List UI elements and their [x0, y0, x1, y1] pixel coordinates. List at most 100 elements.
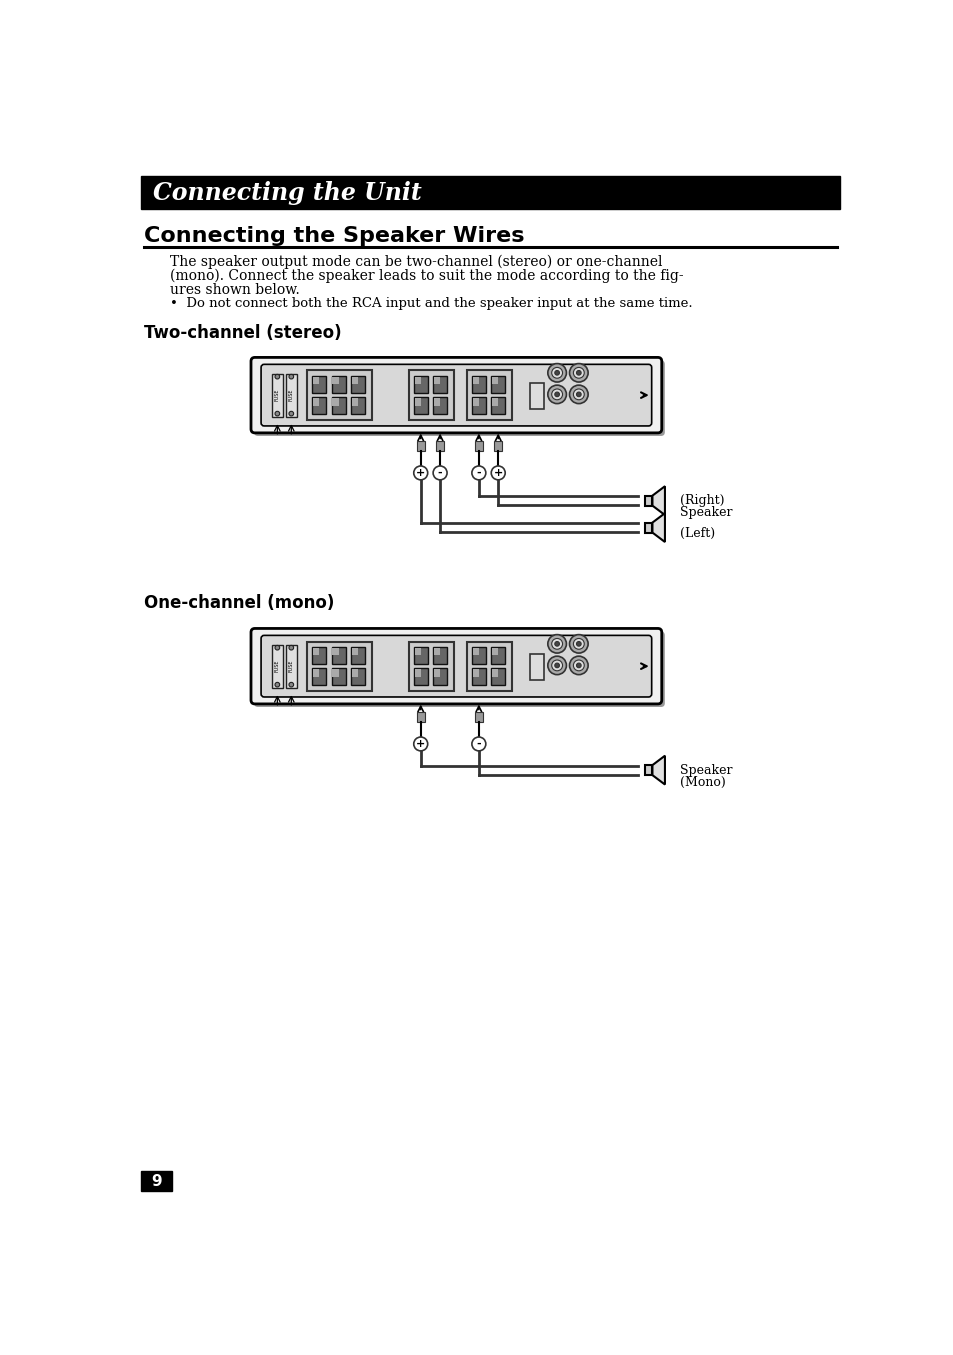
Text: FUSE: FUSE [274, 389, 279, 401]
Text: FUSE: FUSE [274, 660, 279, 672]
Bar [416, 713, 424, 722]
Bar [312, 646, 326, 664]
Circle shape [555, 392, 558, 397]
Circle shape [472, 737, 485, 751]
Bar [492, 648, 497, 656]
Bar [434, 669, 439, 678]
FancyBboxPatch shape [253, 631, 664, 707]
Bar [472, 668, 485, 686]
Text: -: - [437, 467, 442, 478]
Circle shape [472, 466, 485, 480]
Text: -: - [476, 738, 480, 749]
Bar [433, 397, 447, 415]
Bar [312, 668, 326, 686]
Bar [272, 374, 282, 417]
Circle shape [433, 466, 447, 480]
Text: Two-channel (stereo): Two-channel (stereo) [144, 324, 341, 343]
Circle shape [573, 367, 583, 378]
Circle shape [414, 737, 427, 751]
Bar [472, 375, 485, 393]
Text: Connecting the Speaker Wires: Connecting the Speaker Wires [144, 226, 524, 245]
Circle shape [414, 466, 427, 480]
Bar [286, 374, 296, 417]
Bar [332, 377, 338, 385]
Text: +: + [416, 467, 425, 478]
Bar [472, 646, 485, 664]
Bar [415, 377, 420, 385]
Circle shape [491, 466, 505, 480]
Bar [530, 654, 543, 680]
Bar [312, 375, 326, 393]
Bar [434, 377, 439, 385]
FancyBboxPatch shape [261, 635, 651, 696]
Circle shape [274, 374, 279, 379]
FancyBboxPatch shape [251, 629, 661, 703]
Bar [352, 398, 357, 406]
Bar [414, 375, 427, 393]
Bar [472, 377, 478, 385]
Text: One-channel (mono): One-channel (mono) [144, 593, 335, 612]
Circle shape [569, 363, 587, 382]
FancyBboxPatch shape [467, 641, 512, 691]
Bar [644, 523, 652, 533]
Circle shape [573, 389, 583, 400]
Bar [494, 442, 501, 451]
Circle shape [547, 634, 566, 653]
FancyBboxPatch shape [251, 358, 661, 432]
Bar [352, 377, 357, 385]
Text: The speaker output mode can be two-channel (stereo) or one-channel: The speaker output mode can be two-chann… [170, 255, 661, 270]
Circle shape [573, 660, 583, 671]
Circle shape [555, 370, 558, 375]
Text: 9: 9 [151, 1173, 162, 1188]
Bar [492, 398, 497, 406]
Bar [475, 713, 482, 722]
Bar [351, 668, 365, 686]
Bar [141, 1171, 172, 1191]
Bar [472, 669, 478, 678]
Bar [530, 383, 543, 409]
FancyBboxPatch shape [307, 641, 372, 691]
Circle shape [551, 638, 562, 649]
Bar [141, 176, 840, 209]
Bar [472, 398, 478, 406]
Text: FUSE: FUSE [289, 389, 294, 401]
Circle shape [569, 385, 587, 404]
Text: Speaker: Speaker [679, 505, 732, 519]
Circle shape [274, 645, 279, 650]
Bar [415, 398, 420, 406]
Text: Speaker: Speaker [679, 764, 732, 776]
Polygon shape [652, 514, 664, 542]
Bar [313, 669, 319, 678]
FancyBboxPatch shape [409, 370, 454, 420]
Text: (Right): (Right) [679, 495, 724, 508]
Bar [332, 646, 345, 664]
Bar [433, 375, 447, 393]
Circle shape [274, 412, 279, 416]
Bar [313, 648, 319, 656]
Bar [414, 646, 427, 664]
FancyBboxPatch shape [261, 364, 651, 425]
Circle shape [576, 641, 580, 646]
FancyBboxPatch shape [307, 370, 372, 420]
Bar [313, 377, 319, 385]
Text: Connecting the Unit: Connecting the Unit [153, 180, 421, 205]
Circle shape [569, 656, 587, 675]
Circle shape [547, 385, 566, 404]
Circle shape [551, 367, 562, 378]
FancyBboxPatch shape [467, 370, 512, 420]
Circle shape [289, 412, 294, 416]
Bar [272, 645, 282, 688]
Bar [286, 645, 296, 688]
Text: +: + [416, 738, 425, 749]
Text: (mono). Connect the speaker leads to suit the mode according to the fig-: (mono). Connect the speaker leads to sui… [170, 268, 682, 283]
Bar [475, 442, 482, 451]
Bar [492, 377, 497, 385]
Circle shape [274, 683, 279, 687]
Bar [415, 648, 420, 656]
Text: •  Do not connect both the RCA input and the speaker input at the same time.: • Do not connect both the RCA input and … [170, 297, 692, 310]
Circle shape [551, 389, 562, 400]
Bar [414, 397, 427, 415]
Circle shape [576, 663, 580, 668]
Circle shape [289, 683, 294, 687]
Bar [312, 397, 326, 415]
